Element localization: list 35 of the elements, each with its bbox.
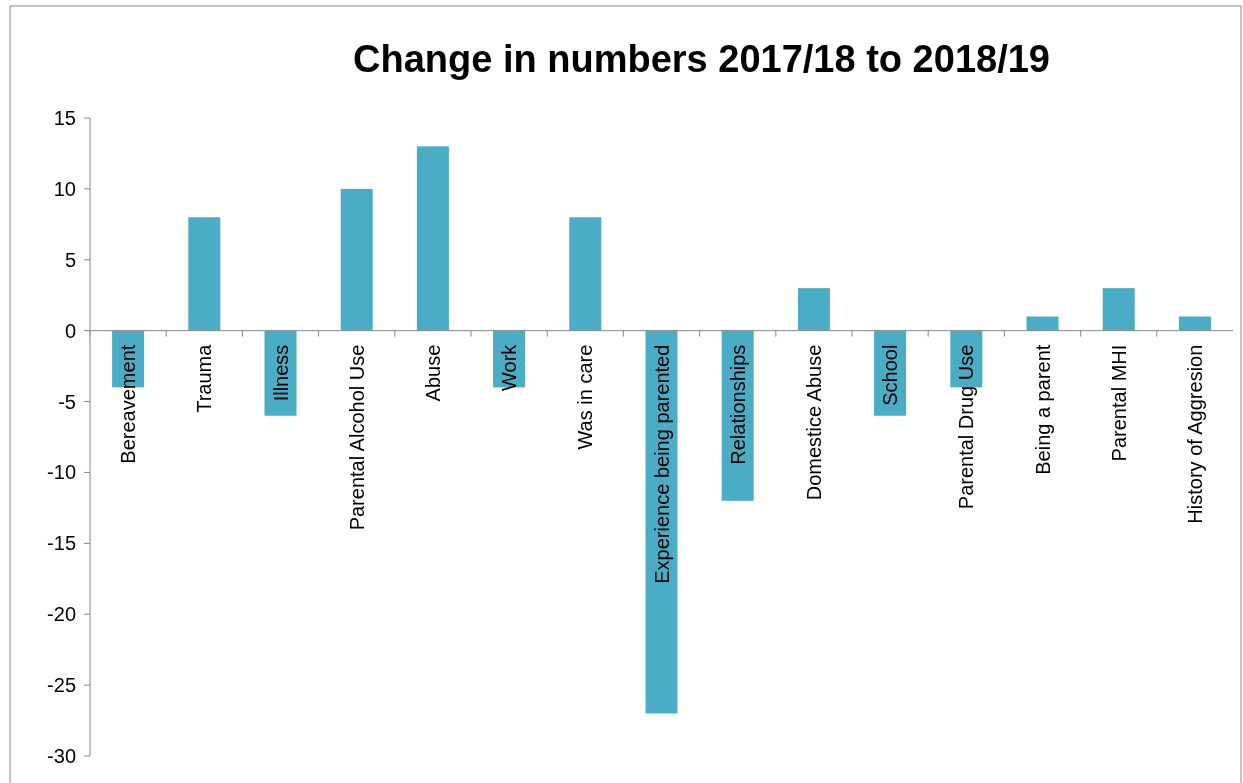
y-tick-label: -30 bbox=[47, 745, 76, 767]
y-tick-label: 0 bbox=[64, 319, 76, 342]
y-tick-label: -10 bbox=[47, 461, 76, 484]
x-tick-label: Bereavement bbox=[117, 344, 140, 464]
x-tick-label: Parental Drug Use bbox=[955, 344, 978, 510]
y-tick-label: -15 bbox=[47, 532, 76, 555]
x-tick-label: Being a parent bbox=[1031, 344, 1054, 475]
x-tick-label: Experience being parented bbox=[650, 344, 673, 584]
y-tick-label: -20 bbox=[47, 603, 76, 626]
chart-title: Change in numbers 2017/18 to 2018/19 bbox=[353, 38, 1050, 80]
y-tick-label: 10 bbox=[53, 177, 76, 200]
x-tick-label: Work bbox=[498, 343, 521, 391]
x-tick-label: Domestice Abuse bbox=[802, 344, 825, 501]
x-tick-label: Parental MHI bbox=[1107, 344, 1130, 462]
bar bbox=[188, 217, 221, 331]
bar bbox=[1026, 316, 1059, 331]
x-tick-label: History of Aggresion bbox=[1183, 344, 1206, 524]
bar bbox=[569, 217, 602, 331]
y-tick-label: 15 bbox=[53, 107, 76, 129]
x-tick-label: Was in care bbox=[574, 344, 597, 450]
x-tick-label: School bbox=[879, 344, 902, 406]
bar bbox=[1102, 288, 1135, 331]
x-tick-label: Trauma bbox=[193, 343, 216, 413]
bar bbox=[340, 188, 373, 331]
x-tick-label: Relationships bbox=[726, 344, 749, 465]
y-tick-label: 5 bbox=[64, 248, 76, 271]
bar bbox=[645, 330, 678, 714]
y-tick-label: -5 bbox=[58, 390, 76, 413]
bar bbox=[416, 146, 449, 331]
x-tick-label: Abuse bbox=[421, 344, 444, 402]
x-tick-label: Parental Alcohol Use bbox=[345, 344, 368, 531]
x-tick-label: Illness bbox=[269, 344, 292, 402]
bar bbox=[797, 288, 830, 331]
bar bbox=[1178, 316, 1211, 331]
y-tick-label: -25 bbox=[47, 674, 76, 697]
